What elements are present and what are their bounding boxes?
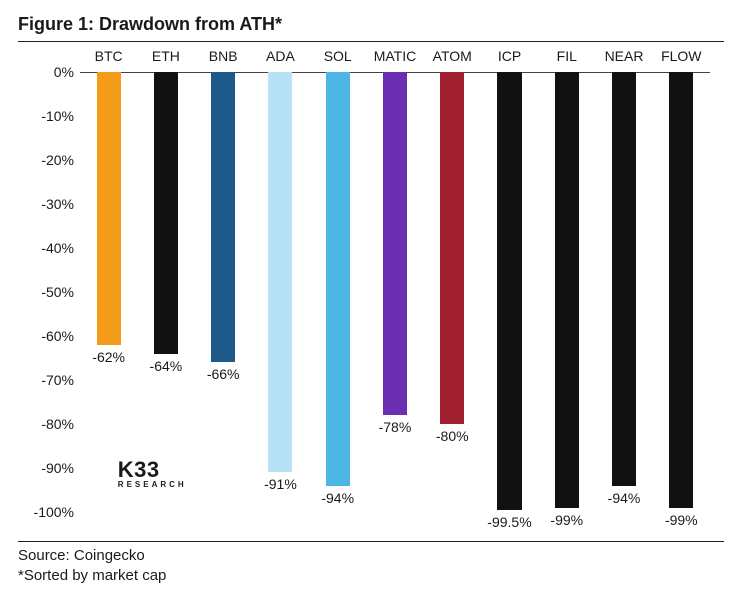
category-label: FLOW [653,48,710,64]
title-rule [18,41,724,42]
bar [612,72,636,486]
y-axis: 0%-10%-20%-30%-40%-50%-60%-70%-80%-90%-1… [18,72,74,512]
watermark: K33RESEARCH [118,459,187,489]
bar-slot: -99% [653,72,710,512]
category-label: NEAR [595,48,652,64]
grid-line [80,512,710,513]
figure-footer: Source: Coingecko *Sorted by market cap [18,541,724,587]
plot-area: -62%-64%-66%-91%-94%-78%-80%-99.5%-99%-9… [80,72,710,512]
y-tick-label: -80% [41,416,74,432]
bar-value-label: -91% [264,476,297,492]
bar [97,72,121,345]
bar-slot: -66% [195,72,252,512]
footer-rule [18,541,724,542]
bar-slot: -80% [424,72,481,512]
category-label: FIL [538,48,595,64]
category-label: BTC [80,48,137,64]
category-label: ETH [137,48,194,64]
bar-slot: -64% [137,72,194,512]
y-tick-label: -30% [41,196,74,212]
bar-slot: -99.5% [481,72,538,512]
category-labels: BTCETHBNBADASOLMATICATOMICPFILNEARFLOW [80,48,710,64]
chart: BTCETHBNBADASOLMATICATOMICPFILNEARFLOW 0%… [18,48,724,552]
bar-value-label: -66% [207,366,240,382]
bar-value-label: -62% [92,349,125,365]
bar [268,72,292,472]
bar-value-label: -99.5% [487,514,531,530]
figure-title: Figure 1: Drawdown from ATH* [18,14,724,35]
note-text: *Sorted by market cap [18,566,724,586]
y-tick-label: -20% [41,152,74,168]
y-tick-label: 0% [54,64,74,80]
y-tick-label: -50% [41,284,74,300]
bar-value-label: -94% [321,490,354,506]
bar [440,72,464,424]
category-label: BNB [195,48,252,64]
bar [383,72,407,415]
bar [211,72,235,362]
bar-value-label: -94% [608,490,641,506]
category-label: ATOM [424,48,481,64]
bar-value-label: -99% [665,512,698,528]
bar-value-label: -99% [550,512,583,528]
bar-slot: -78% [366,72,423,512]
source-text: Source: Coingecko [18,546,724,566]
y-tick-label: -40% [41,240,74,256]
bar-value-label: -64% [150,358,183,374]
category-label: MATIC [366,48,423,64]
figure-container: Figure 1: Drawdown from ATH* BTCETHBNBAD… [0,0,742,598]
bar-slot: -94% [309,72,366,512]
bar-value-label: -78% [379,419,412,435]
y-tick-label: -100% [34,504,74,520]
bar-slot: -62% [80,72,137,512]
watermark-sub: RESEARCH [118,481,187,489]
category-label: ADA [252,48,309,64]
y-tick-label: -60% [41,328,74,344]
bar-slot: -91% [252,72,309,512]
bar-value-label: -80% [436,428,469,444]
category-label: ICP [481,48,538,64]
y-tick-label: -70% [41,372,74,388]
bars: -62%-64%-66%-91%-94%-78%-80%-99.5%-99%-9… [80,72,710,512]
watermark-main: K33 [118,459,187,481]
bar [154,72,178,354]
bar [326,72,350,486]
y-tick-label: -10% [41,108,74,124]
bar [555,72,579,508]
bar-slot: -94% [595,72,652,512]
bar-slot: -99% [538,72,595,512]
bar [497,72,521,510]
y-tick-label: -90% [41,460,74,476]
bar [669,72,693,508]
category-label: SOL [309,48,366,64]
